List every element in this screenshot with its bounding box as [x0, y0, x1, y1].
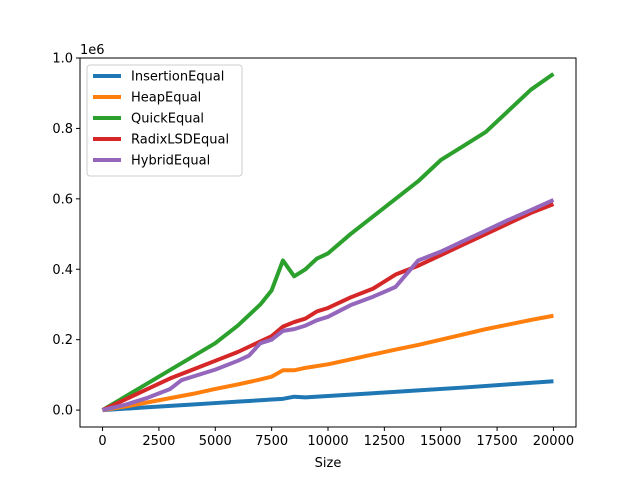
y-tick-label: 0.0 [52, 404, 73, 419]
legend-label-QuickEqual: QuickEqual [131, 112, 204, 127]
legend: InsertionEqual HeapEqual QuickEqual RadixLS… [86, 64, 243, 177]
x-tick-label: 12500 [364, 434, 405, 449]
x-tick-label: 20000 [533, 434, 574, 449]
y-tick-label: 0.8 [52, 122, 73, 137]
series-line-QuickEqual [101, 72, 555, 412]
x-tick-label: 7500 [255, 434, 288, 449]
series-line-RadixLSDEqual [101, 202, 555, 412]
legend-box [86, 64, 243, 177]
y-tick-label: 1.0 [52, 52, 73, 67]
legend-label-RadixLSDEqual: RadixLSDEqual [131, 133, 229, 148]
y-tick-label: 0.4 [52, 263, 73, 278]
x-tick-label: 15000 [420, 434, 461, 449]
series-layer [101, 72, 555, 413]
x-tick-label: 10000 [307, 434, 348, 449]
y-tick-label: 0.6 [52, 192, 73, 207]
axes-layer: 0 2500 5000 7500 10000 12500 15000 17500 20000 0.… [52, 52, 577, 449]
legend-label-HeapEqual: HeapEqual [131, 91, 201, 106]
x-tick-label: 17500 [476, 434, 517, 449]
legend-label-InsertionEqual: InsertionEqual [131, 70, 224, 85]
y-offset-label: 1e6 [80, 43, 105, 58]
series-line-HeapEqual [102, 313, 554, 413]
y-tick-label: 0.2 [52, 333, 73, 348]
x-tick-label: 0 [98, 434, 106, 449]
series-line-InsertionEqual [102, 379, 554, 413]
series-line-HybridEqual [102, 198, 555, 413]
x-tick-label: 5000 [199, 434, 232, 449]
x-tick-label: 2500 [142, 434, 175, 449]
x-axis-label: Size [315, 456, 342, 471]
legend-label-HybridEqual: HybridEqual [131, 154, 210, 169]
